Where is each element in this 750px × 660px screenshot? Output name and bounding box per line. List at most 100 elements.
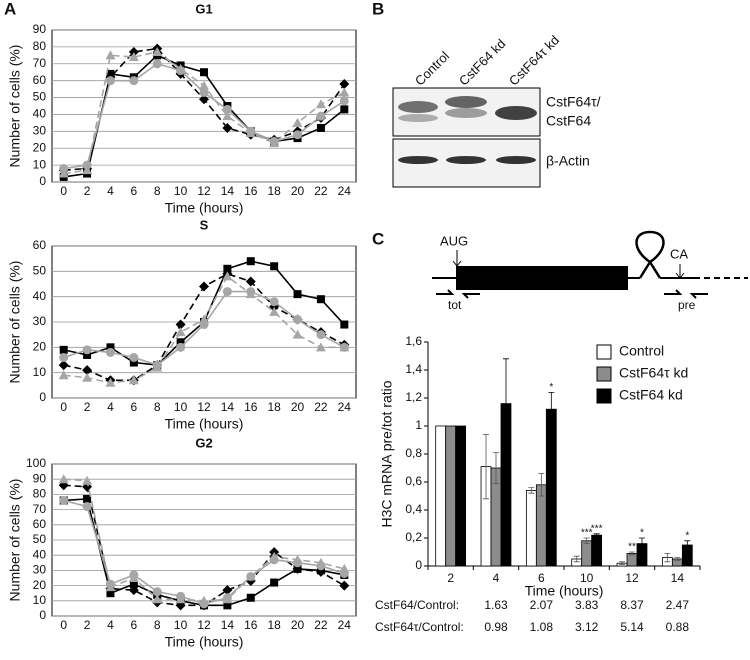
marker — [339, 580, 350, 591]
marker — [246, 257, 255, 266]
band — [495, 106, 537, 120]
x-tick-label: 18 — [267, 400, 281, 414]
x-tick-label: 24 — [338, 400, 352, 414]
marker — [105, 347, 115, 357]
diagram-label: AUG — [440, 233, 468, 248]
marker — [270, 262, 279, 271]
bar — [545, 408, 557, 567]
marker — [82, 345, 92, 355]
y-tick-label: 0 — [39, 390, 46, 404]
band — [446, 156, 486, 164]
cell: 1.63 — [484, 598, 508, 612]
x-tick-label: 12 — [625, 571, 639, 585]
marker — [82, 160, 92, 170]
x-tick-label: 12 — [197, 400, 211, 414]
blot: Control CstF64 kd CstF64τ kd CstF64τ/ Cs… — [392, 32, 601, 188]
x-axis-label: Time (hours) — [165, 416, 244, 432]
x-tick-label: 4 — [107, 618, 114, 632]
marker — [222, 585, 233, 596]
x-tick-label: 10 — [174, 618, 188, 632]
marker — [175, 319, 186, 330]
x-tick-label: 8 — [154, 400, 161, 414]
x-tick-label: 10 — [174, 184, 188, 198]
y-tick-label: 40 — [33, 289, 47, 303]
primer — [436, 289, 455, 295]
marker — [316, 295, 325, 304]
cell: 3.83 — [575, 598, 599, 612]
marker — [292, 329, 303, 339]
x-tick-label: 0 — [60, 400, 67, 414]
marker — [316, 123, 325, 132]
x-tick-label: 2 — [84, 184, 91, 198]
x-tick-label: 12 — [197, 184, 211, 198]
marker — [223, 601, 232, 610]
significance: *** — [581, 528, 593, 539]
row-label: CstF64τ/Control: — [375, 620, 464, 634]
stem-loop — [635, 230, 665, 279]
legend-swatch — [596, 344, 612, 360]
error-bar — [502, 358, 509, 449]
x-tick-label: 16 — [244, 618, 258, 632]
marker — [222, 287, 232, 297]
marker — [129, 352, 139, 362]
cell: 8.37 — [620, 598, 644, 612]
y-tick-label: 50 — [33, 90, 47, 104]
series — [58, 271, 350, 387]
marker — [175, 327, 186, 337]
primer — [689, 293, 708, 299]
marker — [128, 52, 139, 62]
x-tick-label: 2 — [84, 618, 91, 632]
marker — [128, 375, 139, 385]
y-tick-label: 1 — [415, 418, 422, 432]
y-tick-label: 40 — [33, 547, 47, 561]
y-tick-label: 30 — [33, 314, 47, 328]
marker — [59, 163, 69, 173]
marker — [315, 99, 326, 109]
marker — [269, 551, 280, 561]
marker — [199, 314, 209, 324]
marker — [340, 105, 349, 114]
y-tick-label: 10 — [33, 365, 47, 379]
bar — [535, 484, 547, 567]
cell: 0.98 — [484, 620, 508, 634]
coding-region — [456, 266, 628, 290]
y-axis-label: Number of cells (%) — [7, 45, 23, 168]
x-tick-label: 24 — [338, 618, 352, 632]
band-label: β-Actin — [546, 153, 590, 169]
series-line — [63, 47, 345, 171]
error-bar — [593, 533, 600, 537]
marker — [128, 46, 139, 57]
significance: ** — [628, 542, 636, 553]
marker — [199, 94, 209, 105]
x-tick-label: 0 — [60, 618, 67, 632]
plot-frame — [51, 29, 357, 183]
error-bar — [684, 540, 691, 550]
y-tick-label: 1,2 — [405, 390, 422, 404]
marker — [315, 342, 326, 352]
x-tick-label: 4 — [493, 571, 500, 585]
marker — [106, 343, 115, 352]
arrow — [675, 264, 685, 279]
legend-swatch — [596, 388, 612, 404]
y-axis-label: Number of cells (%) — [7, 261, 23, 384]
x-tick-label: 18 — [267, 184, 281, 198]
marker — [175, 63, 186, 73]
series — [58, 474, 350, 605]
row-label: CstF64/Control: — [375, 598, 459, 612]
y-axis-label: H3C mRNA pre/tot ratio — [379, 380, 395, 527]
marker — [339, 96, 349, 106]
marker — [199, 80, 209, 90]
marker — [245, 128, 256, 138]
y-tick-label: 0 — [39, 608, 46, 622]
cell: 0.88 — [666, 620, 690, 634]
x-tick-label: 16 — [244, 400, 258, 414]
panel-label: A — [4, 0, 16, 18]
marker — [223, 264, 232, 273]
marker — [292, 117, 303, 127]
marker — [82, 365, 93, 376]
x-axis-label: Time (hours) — [525, 583, 604, 599]
x-tick-label: 18 — [267, 618, 281, 632]
chart-title: G2 — [195, 435, 212, 450]
marker — [293, 130, 303, 140]
primer — [664, 289, 683, 295]
